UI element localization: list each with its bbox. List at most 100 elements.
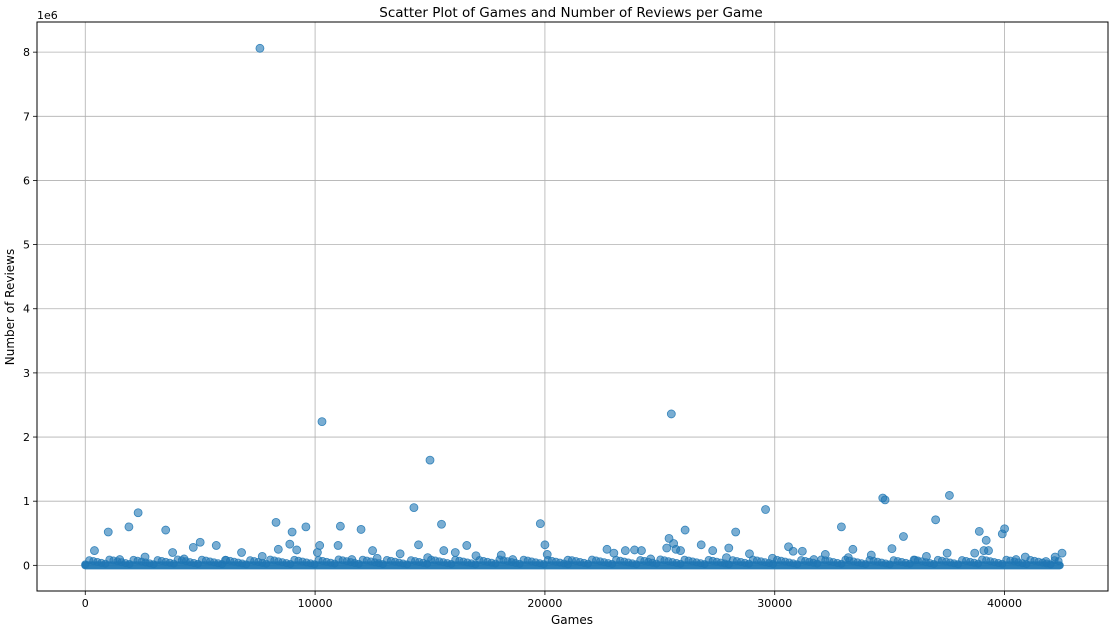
data-point bbox=[680, 525, 690, 535]
data-point bbox=[797, 546, 807, 556]
data-point bbox=[133, 508, 143, 518]
data-point bbox=[666, 409, 676, 419]
data-point bbox=[540, 540, 550, 550]
data-point bbox=[161, 525, 171, 535]
data-point bbox=[602, 544, 612, 554]
data-point bbox=[899, 532, 908, 541]
data-point bbox=[462, 541, 472, 550]
data-point bbox=[1000, 524, 1009, 534]
data-point bbox=[124, 522, 134, 532]
data-point bbox=[724, 543, 734, 553]
data-point bbox=[788, 546, 798, 556]
data-point bbox=[439, 546, 449, 555]
y-tick-label: 2 bbox=[23, 431, 30, 444]
data-point bbox=[450, 548, 460, 557]
data-point bbox=[273, 544, 283, 554]
data-point bbox=[508, 555, 518, 564]
data-point bbox=[285, 539, 295, 549]
data-point bbox=[848, 544, 858, 554]
data-point bbox=[761, 505, 770, 514]
data-point bbox=[843, 553, 853, 563]
data-point bbox=[496, 550, 506, 560]
data-point bbox=[696, 540, 706, 550]
x-tick-label: 10000 bbox=[298, 597, 333, 610]
data-point bbox=[292, 545, 302, 555]
data-point bbox=[115, 555, 125, 564]
data-point bbox=[90, 546, 99, 555]
data-point bbox=[1011, 555, 1021, 564]
data-point bbox=[221, 555, 230, 565]
data-point bbox=[333, 541, 343, 550]
y-tick-label: 7 bbox=[23, 110, 30, 123]
data-point bbox=[423, 553, 433, 563]
x-tick-label: 30000 bbox=[757, 597, 792, 610]
data-point bbox=[974, 526, 984, 536]
data-point bbox=[179, 554, 189, 564]
data-point bbox=[708, 546, 718, 555]
data-point bbox=[471, 551, 481, 561]
data-point bbox=[1050, 552, 1060, 562]
data-point bbox=[563, 555, 573, 565]
data-point bbox=[535, 519, 545, 529]
data-point bbox=[335, 521, 345, 531]
y-tick-label: 0 bbox=[23, 559, 30, 572]
data-point bbox=[301, 522, 311, 532]
data-point bbox=[836, 522, 846, 532]
data-point bbox=[676, 546, 685, 555]
data-point bbox=[731, 527, 741, 537]
data-point bbox=[356, 525, 366, 534]
data-point bbox=[103, 527, 113, 537]
y-tick-label: 3 bbox=[23, 367, 30, 380]
x-axis: 0 10000 20000 30000 40000 bbox=[82, 591, 1022, 610]
chart-title: Scatter Plot of Games and Number of Revi… bbox=[379, 5, 762, 21]
data-point bbox=[368, 546, 377, 555]
y-tick-label: 1 bbox=[23, 495, 30, 508]
data-point bbox=[317, 417, 327, 427]
data-point bbox=[984, 546, 993, 555]
data-point bbox=[287, 527, 297, 537]
data-point bbox=[414, 540, 423, 550]
plot-frame bbox=[36, 21, 1109, 592]
grid bbox=[37, 22, 1108, 591]
x-axis-label: Games bbox=[551, 613, 593, 627]
data-point bbox=[255, 43, 265, 53]
data-point bbox=[887, 544, 897, 554]
data-point bbox=[347, 555, 357, 564]
data-point bbox=[820, 550, 830, 559]
data-point bbox=[662, 543, 672, 553]
data-point bbox=[542, 550, 552, 559]
data-point bbox=[722, 553, 731, 563]
data-point bbox=[646, 554, 656, 564]
data-point bbox=[195, 537, 205, 547]
data-point bbox=[315, 541, 325, 550]
data-point bbox=[1020, 552, 1030, 562]
data-point bbox=[372, 553, 382, 563]
data-point bbox=[395, 549, 405, 559]
data-point bbox=[970, 548, 980, 558]
y-axis-label: Number of Reviews bbox=[3, 249, 17, 365]
y-tick-label: 8 bbox=[23, 46, 30, 59]
x-tick-label: 0 bbox=[82, 597, 89, 610]
y-tick-label: 6 bbox=[23, 174, 30, 187]
data-point bbox=[922, 551, 931, 561]
points-layer bbox=[81, 43, 1067, 570]
data-point bbox=[981, 535, 991, 545]
data-point bbox=[931, 515, 941, 525]
data-point bbox=[1057, 548, 1067, 558]
x-tick-label: 40000 bbox=[987, 597, 1022, 610]
data-point bbox=[409, 503, 419, 513]
data-point bbox=[637, 546, 646, 555]
y-tick-label: 5 bbox=[23, 239, 30, 252]
data-point bbox=[620, 546, 630, 555]
data-point bbox=[188, 542, 198, 552]
data-point bbox=[945, 491, 954, 500]
data-point bbox=[809, 555, 819, 564]
data-point bbox=[866, 550, 876, 560]
y-tick-label: 4 bbox=[23, 303, 30, 316]
data-point bbox=[425, 455, 435, 465]
data-point bbox=[271, 517, 281, 527]
data-point bbox=[609, 548, 619, 558]
data-point bbox=[1041, 557, 1051, 566]
data-point bbox=[880, 495, 890, 505]
